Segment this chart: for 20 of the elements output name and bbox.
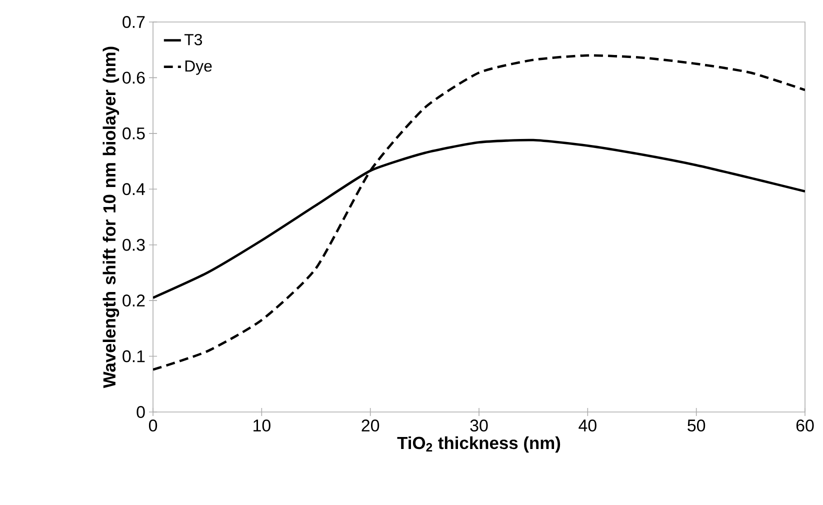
legend-label: T3 [184, 34, 202, 46]
y-tick-label: 0.4 [122, 183, 145, 196]
x-tick-label: 40 [578, 420, 596, 432]
x-tick-label: 20 [362, 420, 380, 432]
y-tick-label: 0.5 [122, 127, 145, 140]
x-tick-label: 10 [254, 420, 270, 432]
y-tick-label: 0.7 [122, 16, 145, 28]
legend-label: Dye [185, 60, 212, 75]
x-tick-label: 60 [796, 420, 814, 432]
x-tick-label: 30 [470, 420, 488, 432]
y-tick-label: 0.2 [122, 294, 145, 307]
x-tick-label: 0 [148, 420, 158, 432]
y-tick-label: 0.1 [122, 350, 145, 362]
line-series [153, 54, 806, 371]
y-tick-label: 0 [136, 406, 145, 418]
y-axis-title: Wavelength shift for 10 nm biolayer (nm) [102, 46, 120, 388]
x-axis-title: TiO$_{2}$ thickness (nm) [397, 436, 560, 453]
x-tick-label: 50 [688, 420, 706, 432]
y-tick-label: 0.6 [122, 72, 145, 84]
y-tick-label: 0.3 [122, 238, 145, 251]
